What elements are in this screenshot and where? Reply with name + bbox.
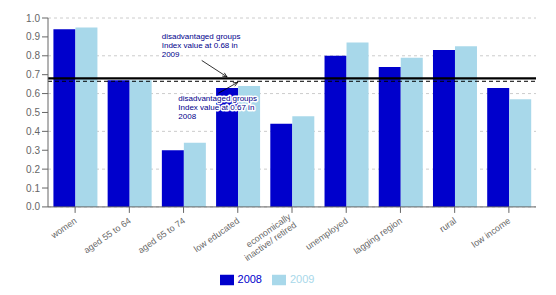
svg-text:0.1: 0.1 bbox=[26, 183, 40, 194]
svg-text:1.0: 1.0 bbox=[26, 13, 40, 24]
svg-text:0.2: 0.2 bbox=[26, 164, 40, 175]
svg-text:low educated: low educated bbox=[192, 216, 241, 255]
svg-text:0.3: 0.3 bbox=[26, 145, 40, 156]
html-text:2009: 2009 bbox=[290, 272, 315, 285]
svg-text:lagging region: lagging region bbox=[352, 216, 404, 257]
svg-text:rural: rural bbox=[438, 216, 458, 235]
svg-text:0.0: 0.0 bbox=[26, 201, 40, 212]
svg-text:0.5: 0.5 bbox=[26, 107, 40, 118]
svg-text:0.7: 0.7 bbox=[26, 69, 40, 80]
svg-text:0.4: 0.4 bbox=[26, 126, 40, 137]
html-text:2008: 2008 bbox=[237, 272, 262, 285]
svg-text:0.6: 0.6 bbox=[26, 88, 40, 99]
svg-text:aged 65 to 74: aged 65 to 74 bbox=[136, 216, 187, 256]
svg-text:aged 55 to 64: aged 55 to 64 bbox=[82, 216, 133, 256]
svg-text:low income: low income bbox=[470, 216, 513, 250]
svg-text:0.8: 0.8 bbox=[26, 50, 40, 61]
svg-text:unemployed: unemployed bbox=[304, 216, 350, 252]
svg-text:disadvantaged groupsIndex valu: disadvantaged groupsIndex value at 0.67 … bbox=[178, 94, 257, 121]
svg-text:disadvantaged groupsIndex valu: disadvantaged groupsIndex value at 0.68 … bbox=[162, 32, 241, 59]
svg-text:0.9: 0.9 bbox=[26, 31, 40, 42]
svg-text:economicallyinactive/ retired: economicallyinactive/ retired bbox=[237, 211, 299, 263]
svg-text:women: women bbox=[48, 216, 78, 241]
